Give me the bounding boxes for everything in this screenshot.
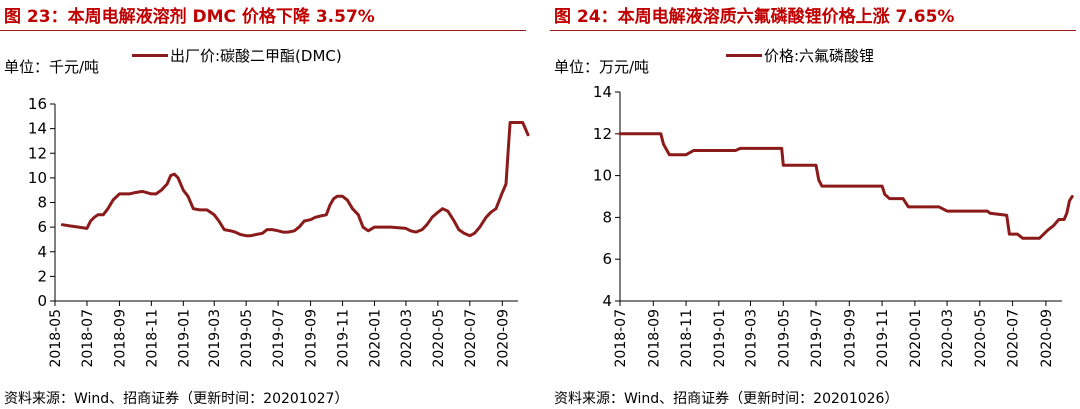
y-tick-label: 10 bbox=[593, 167, 612, 185]
x-tick-label: 2020-09 bbox=[495, 309, 511, 368]
legend: 价格:六氟磷酸锂 bbox=[726, 45, 874, 66]
x-tick-label: 2018-07 bbox=[613, 309, 629, 368]
legend-line-swatch bbox=[726, 54, 762, 57]
x-tick-label: 2018-07 bbox=[80, 309, 96, 368]
x-tick-label: 2019-05 bbox=[776, 309, 792, 368]
legend-line-swatch bbox=[132, 54, 168, 57]
series-line bbox=[60, 121, 530, 238]
x-tick-label: 2018-09 bbox=[112, 309, 128, 368]
x-tick-label: 2019-11 bbox=[336, 309, 352, 368]
x-tick-label: 2019-11 bbox=[875, 309, 891, 368]
x-tick-label: 2020-07 bbox=[463, 309, 479, 368]
x-tick-label: 2019-09 bbox=[842, 309, 858, 368]
chart-title: 图 23：本周电解液溶剂 DMC 价格下降 3.57% bbox=[4, 7, 375, 27]
source-note: 资料来源：Wind、招商证券（更新时间：20201027） bbox=[4, 391, 349, 407]
legend: 出厂价:碳酸二甲酯(DMC) bbox=[132, 45, 342, 66]
x-tick-label: 2018-05 bbox=[48, 309, 64, 368]
x-tick-label: 2019-05 bbox=[239, 309, 255, 368]
x-tick-label: 2018-11 bbox=[144, 309, 160, 368]
x-tick-label: 2019-03 bbox=[207, 309, 223, 368]
legend-label: 价格:六氟磷酸锂 bbox=[764, 47, 875, 65]
y-tick-label: 6 bbox=[37, 218, 47, 236]
series-line bbox=[618, 132, 1074, 240]
title-divider bbox=[550, 30, 1076, 31]
y-tick-label: 2 bbox=[37, 267, 47, 285]
x-tick-label: 2020-07 bbox=[1006, 309, 1022, 368]
chart-title: 图 24：本周电解液溶质六氟磷酸锂价格上涨 7.65% bbox=[554, 7, 955, 27]
x-tick-label: 2019-01 bbox=[176, 309, 192, 368]
chart-panel-lipf6: 图 24：本周电解液溶质六氟磷酸锂价格上涨 7.65% 单位：万元/吨 价格:六… bbox=[550, 0, 1080, 409]
line-chart-lipf6: 4 6 8 10 12 14 2018-07 2018-09 2018-11 2019-01 201… bbox=[593, 83, 1074, 368]
x-tick-label: 2020-09 bbox=[1039, 309, 1055, 368]
x-tick-label: 2020-01 bbox=[908, 309, 924, 368]
x-tick-label: 2020-01 bbox=[367, 309, 383, 368]
y-tick-label: 12 bbox=[28, 144, 47, 162]
x-tick-label: 2019-07 bbox=[271, 309, 287, 368]
unit-label: 单位：万元/吨 bbox=[554, 58, 650, 76]
x-tick-label: 2020-03 bbox=[940, 309, 956, 368]
y-tick-label: 4 bbox=[37, 243, 47, 261]
y-tick-label: 10 bbox=[28, 169, 47, 187]
y-tick-label: 0 bbox=[37, 292, 47, 310]
y-tick-label: 14 bbox=[28, 120, 47, 138]
title-divider bbox=[0, 30, 526, 31]
x-tick-label: 2020-03 bbox=[399, 309, 415, 368]
x-tick-label: 2020-05 bbox=[431, 309, 447, 368]
x-tick-label: 2018-09 bbox=[646, 309, 662, 368]
y-tick-label: 4 bbox=[602, 292, 612, 310]
legend-label: 出厂价:碳酸二甲酯(DMC) bbox=[170, 47, 342, 65]
y-tick-label: 14 bbox=[593, 83, 612, 101]
line-chart-dmc: 0 2 4 6 8 10 12 14 16 2018-05 2018-07 2018-09 2018-1… bbox=[28, 95, 530, 368]
x-tick-label: 2019-09 bbox=[304, 309, 320, 368]
x-tick-label: 2020-05 bbox=[973, 309, 989, 368]
y-tick-label: 8 bbox=[602, 208, 612, 226]
unit-label: 单位：千元/吨 bbox=[4, 58, 100, 76]
x-tick-label: 2019-03 bbox=[744, 309, 760, 368]
y-tick-label: 16 bbox=[28, 95, 47, 113]
source-note: 资料来源：Wind、招商证券（更新时间：20201026） bbox=[554, 391, 899, 407]
y-tick-label: 12 bbox=[593, 125, 612, 143]
chart-panel-dmc: 图 23：本周电解液溶剂 DMC 价格下降 3.57% 单位：千元/吨 出厂价:… bbox=[0, 0, 530, 409]
x-tick-label: 2019-07 bbox=[809, 309, 825, 368]
y-tick-label: 8 bbox=[37, 194, 47, 212]
y-tick-label: 6 bbox=[602, 250, 612, 268]
x-tick-label: 2018-11 bbox=[679, 309, 695, 368]
x-tick-label: 2019-01 bbox=[712, 309, 728, 368]
